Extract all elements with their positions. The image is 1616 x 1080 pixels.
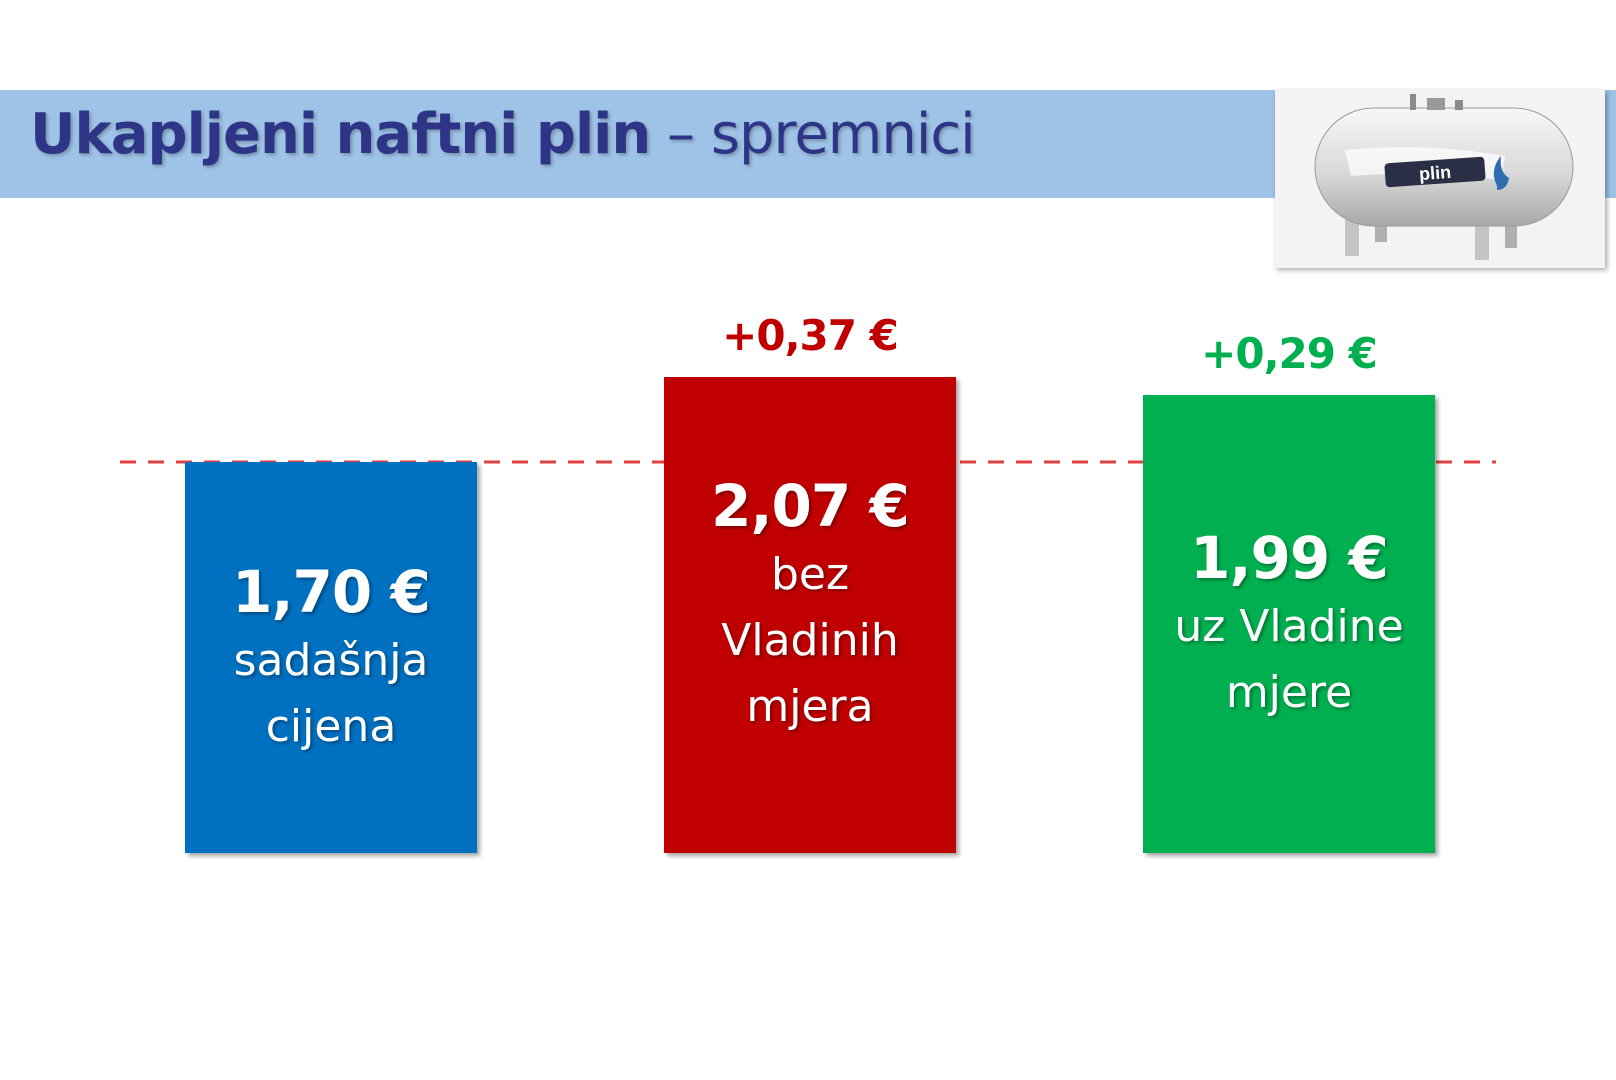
bar-category-label: sadašnja — [233, 634, 429, 686]
bar-text-2: 2,07 € bez Vladinih mjera — [664, 377, 956, 853]
bar-value-label: 2,07 € — [711, 472, 910, 540]
bar-2: 2,07 € bez Vladinih mjera — [664, 377, 956, 853]
delta-label: +0,29 € — [1201, 329, 1378, 379]
gas-tank-icon: plin — [1275, 90, 1605, 268]
gas-tank-photo: plin — [1275, 90, 1605, 268]
title-light: – spremnici — [650, 102, 976, 167]
bar-category-label: uz Vladine — [1174, 601, 1404, 653]
bar-value-label: 1,70 € — [232, 557, 431, 626]
bar-1: 1,70 € sadašnja cijena — [185, 462, 477, 853]
delta-label: +0,37 € — [722, 311, 899, 360]
bar-category-label: bez — [770, 549, 850, 600]
title-bold: Ukapljeni naftni plin — [30, 102, 651, 167]
bar-3: 1,99 € uz Vladine mjere — [1143, 395, 1435, 853]
photo-brand: plin — [1418, 162, 1451, 184]
bar-category-label: mjere — [1225, 667, 1353, 719]
bar-category-label: Vladinih — [721, 615, 899, 666]
bar-category-label: mjera — [746, 681, 874, 732]
bar-value-label: 1,99 € — [1190, 524, 1389, 593]
bar-text-1: 1,70 € sadašnja cijena — [185, 462, 477, 853]
page-title: Ukapljeni naftni plin – spremnici — [30, 102, 976, 167]
bar-category-label: cijena — [265, 700, 397, 752]
bar-text-3: 1,99 € uz Vladine mjere — [1143, 395, 1435, 853]
